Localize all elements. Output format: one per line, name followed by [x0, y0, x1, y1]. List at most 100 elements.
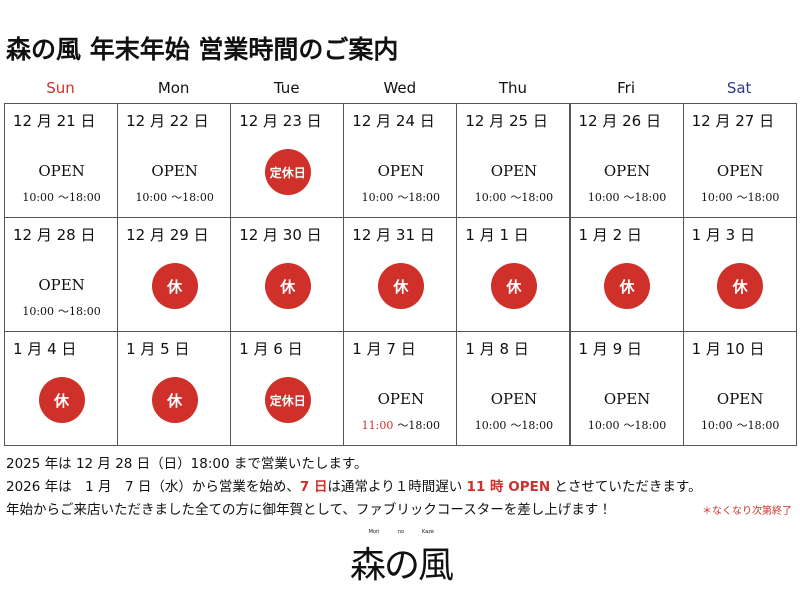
open-status: OPEN: [716, 390, 764, 408]
day-cell: 1 月 2 日休: [569, 217, 684, 332]
day-cell: 12 月 31 日休: [343, 217, 458, 332]
day-cell: 1 月 1 日休: [456, 217, 571, 332]
weekday-label: Mon: [157, 79, 190, 97]
open-status: OPEN: [377, 162, 425, 180]
day-cell: 1 月 9 日 OPEN 10:00 〜18:00: [569, 331, 684, 446]
date: 1 月 4 日: [13, 340, 77, 358]
logo-ruby: Mori: [368, 529, 380, 535]
day-cell: 12 月 25 日 OPEN 10:00 〜18:00: [456, 103, 571, 218]
hours: 11:00 〜18:00: [344, 417, 457, 433]
date: 1 月 5 日: [126, 340, 190, 358]
close-time: 〜18:00: [736, 419, 780, 432]
day-cell: 1 月 5 日休: [117, 331, 232, 446]
note-line: 年始からご来店いただきました全ての方に御年賀として、ファブリックコースターを差し…: [6, 498, 612, 518]
date: 12 月 22 日: [126, 112, 209, 130]
logo-ruby: no: [397, 529, 405, 535]
closed-badge: 定休日: [264, 377, 311, 423]
day-cell: 1 月 3 日休: [682, 217, 797, 332]
weekday-label: Tue: [273, 79, 300, 97]
hours: 10:00 〜18:00: [5, 189, 118, 205]
day-cell: 12 月 24 日 OPEN 10:00 〜18:00: [343, 103, 458, 218]
day-cell: 1 月 6 日定休日: [230, 331, 345, 446]
note-text: 2026 年は 1 月 7 日（水）から営業を始め、: [6, 479, 300, 495]
open-time: 10:00: [700, 191, 733, 204]
logo: 森の風: [350, 545, 454, 586]
hours: 10:00 〜18:00: [5, 303, 118, 319]
close-time: 〜18:00: [736, 191, 780, 204]
open-status: OPEN: [603, 390, 651, 408]
open-time: 10:00: [474, 419, 507, 432]
close-time: 〜18:00: [58, 305, 101, 318]
date: 12 月 24 日: [352, 112, 435, 130]
note-line: 2026 年は 1 月 7 日（水）から営業を始め、7 日は通常より１時間遅い …: [6, 475, 702, 495]
weekday-label: Sat: [726, 79, 752, 97]
weekday-label: Wed: [383, 79, 417, 97]
close-time: 〜18:00: [623, 419, 667, 432]
open-time: 10:00: [135, 191, 168, 204]
hours: 10:00 〜18:00: [457, 417, 570, 433]
day-cell: 12 月 23 日定休日: [230, 103, 345, 218]
date: 12 月 26 日: [578, 112, 661, 130]
date: 12 月 31 日: [352, 226, 435, 244]
date: 1 月 2 日: [578, 226, 642, 244]
close-time: 〜18:00: [397, 191, 441, 204]
closed-badge: 休: [151, 263, 198, 309]
open-time: 10:00: [474, 191, 507, 204]
title: 森の風 年末年始 営業時間のご案内: [6, 35, 399, 64]
note-aside: ＊なくなり次第終了: [702, 506, 792, 517]
note-text: 年始からご来店いただきました全ての方に御年賀として、ファブリックコースターを差し…: [6, 502, 612, 518]
closed-badge: 休: [38, 377, 85, 423]
day-cell: 12 月 28 日 OPEN 10:00 〜18:00: [4, 217, 119, 332]
close-time: 〜18:00: [510, 191, 554, 204]
day-cell: 12 月 30 日休: [230, 217, 345, 332]
close-time: 〜18:00: [397, 419, 441, 432]
date: 1 月 7 日: [352, 340, 416, 358]
closed-badge: 定休日: [264, 149, 311, 195]
day-cell: 12 月 21 日 OPEN 10:00 〜18:00: [4, 103, 119, 218]
open-status: OPEN: [151, 162, 198, 180]
date: 1 月 10 日: [691, 340, 765, 358]
open-time: 11:00: [361, 419, 394, 432]
date: 12 月 25 日: [465, 112, 548, 130]
day-cell: 12 月 22 日 OPEN 10:00 〜18:00: [117, 103, 232, 218]
closed-badge: 休: [490, 263, 537, 309]
open-time: 10:00: [22, 305, 55, 318]
note-line: 2025 年は 12 月 28 日（日）18:00 まで営業いたします。: [6, 452, 368, 472]
open-status: OPEN: [603, 162, 651, 180]
hours: 10:00 〜18:00: [344, 189, 457, 205]
hours: 10:00 〜18:00: [684, 417, 797, 433]
open-time: 10:00: [587, 419, 620, 432]
weekday-label: Fri: [617, 79, 635, 97]
date: 12 月 21 日: [13, 112, 96, 130]
day-cell: 12 月 27 日 OPEN 10:00 〜18:00: [682, 103, 797, 218]
open-status: OPEN: [490, 162, 538, 180]
note-text: 11 時 OPEN: [466, 479, 551, 495]
day-cell: 1 月 4 日休: [4, 331, 119, 446]
day-cell: 12 月 26 日 OPEN 10:00 〜18:00: [569, 103, 684, 218]
weekday-label: Thu: [498, 79, 528, 97]
close-time: 〜18:00: [623, 191, 667, 204]
date: 1 月 6 日: [239, 340, 303, 358]
note-text: とさせていただきます。: [550, 479, 702, 495]
closed-badge: 休: [151, 377, 198, 423]
date: 1 月 9 日: [578, 340, 642, 358]
open-time: 10:00: [22, 191, 55, 204]
open-status: OPEN: [38, 276, 85, 294]
hours: 10:00 〜18:00: [684, 189, 797, 205]
weekday-label: Sun: [46, 79, 75, 97]
closed-badge: 休: [604, 263, 651, 309]
closed-badge: 休: [377, 263, 424, 309]
day-cell: 1 月 8 日 OPEN 10:00 〜18:00: [456, 331, 571, 446]
hours: 10:00 〜18:00: [571, 189, 684, 205]
note-text: 7 日: [299, 479, 328, 495]
date: 12 月 27 日: [691, 112, 775, 130]
date: 12 月 30 日: [239, 226, 322, 244]
logo-ruby: Kaze: [422, 529, 434, 535]
date: 12 月 29 日: [126, 226, 209, 244]
hours: 10:00 〜18:00: [118, 189, 231, 205]
date: 12 月 23 日: [239, 112, 322, 130]
open-status: OPEN: [716, 162, 764, 180]
open-status: OPEN: [377, 390, 425, 408]
date: 12 月 28 日: [13, 226, 96, 244]
